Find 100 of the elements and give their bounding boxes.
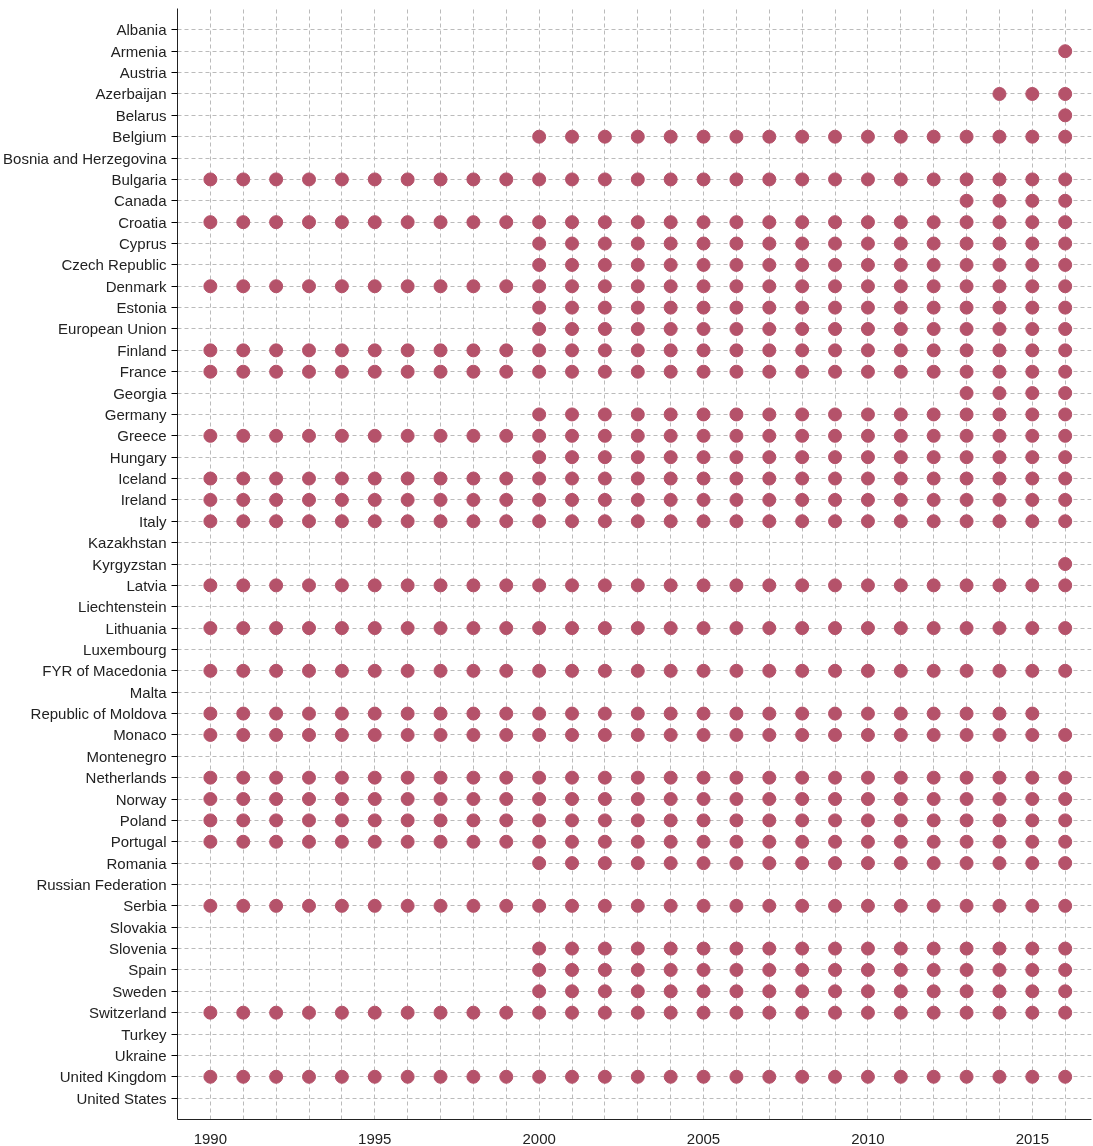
point [893,407,908,422]
point [334,364,349,379]
point [696,492,711,507]
point [992,428,1007,443]
point [1025,834,1040,849]
point [466,428,481,443]
point [926,727,941,742]
point [795,471,810,486]
point [663,215,678,230]
y-tick-label: Spain [128,961,167,979]
y-tick-label: Ireland [120,491,167,509]
point [959,215,974,230]
point [630,663,645,678]
point [696,1005,711,1020]
point [630,984,645,999]
point [828,578,843,593]
point [762,236,777,251]
point [729,706,744,721]
y-tick-label: Monaco [113,726,167,744]
point [269,428,284,443]
point [532,834,547,849]
point [893,770,908,785]
point [400,834,415,849]
point [992,984,1007,999]
point [433,343,448,358]
point [630,321,645,336]
point [597,129,612,144]
point [630,492,645,507]
point [663,300,678,315]
point [828,514,843,529]
point [203,279,218,294]
y-tick-label: Belgium [112,128,167,146]
point [663,663,678,678]
point [696,941,711,956]
point [1058,792,1073,807]
point [828,471,843,486]
point [334,706,349,721]
point [433,428,448,443]
point [860,407,875,422]
point [795,321,810,336]
point [466,663,481,678]
point [926,279,941,294]
point [1025,962,1040,977]
point [729,129,744,144]
point [1025,364,1040,379]
point [828,450,843,465]
point [302,172,317,187]
y-tick-label: Malta [129,683,168,701]
point [795,407,810,422]
point [663,621,678,636]
point [1058,727,1073,742]
point [992,300,1007,315]
point [565,984,580,999]
point [893,514,908,529]
point [400,471,415,486]
point [236,1069,251,1084]
point [203,492,218,507]
point [532,321,547,336]
point [828,172,843,187]
point [828,321,843,336]
point [893,364,908,379]
point [828,300,843,315]
point [597,514,612,529]
point [663,428,678,443]
point [762,706,777,721]
point [499,663,514,678]
point [367,578,382,593]
point [893,706,908,721]
point [696,834,711,849]
point [893,984,908,999]
point [1025,300,1040,315]
point [959,663,974,678]
point [860,450,875,465]
point [597,621,612,636]
point [532,300,547,315]
point [1058,44,1073,59]
point [795,450,810,465]
point [828,984,843,999]
point [532,215,547,230]
point [499,898,514,913]
point [532,962,547,977]
point [762,962,777,977]
point [597,215,612,230]
point [466,578,481,593]
point [828,706,843,721]
point [926,514,941,529]
point [1058,215,1073,230]
point [334,279,349,294]
point [466,172,481,187]
point [992,215,1007,230]
point [236,834,251,849]
point [959,856,974,871]
point [630,279,645,294]
point [828,834,843,849]
point [926,706,941,721]
point [236,663,251,678]
point [203,834,218,849]
point [729,300,744,315]
point [992,813,1007,828]
point [597,856,612,871]
